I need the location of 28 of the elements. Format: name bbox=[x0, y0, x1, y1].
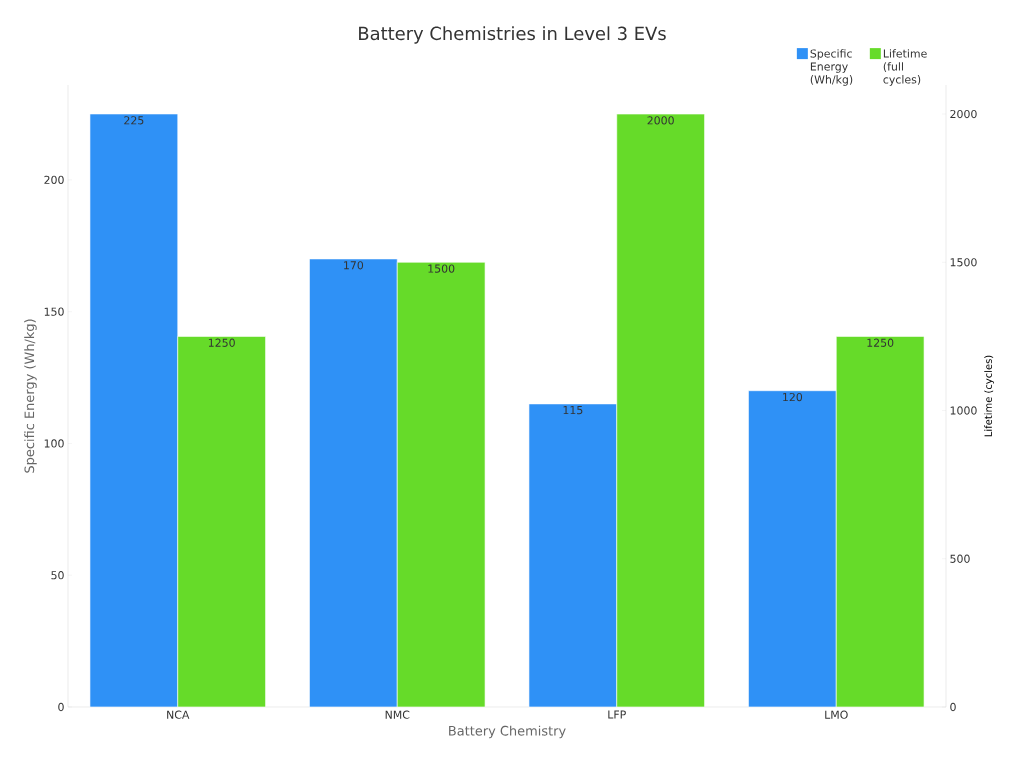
x-tick-label: NCA bbox=[167, 710, 190, 719]
data-label: 225 bbox=[124, 116, 144, 125]
x-axis-title: Battery Chemistry bbox=[449, 725, 566, 739]
x-tick-label: NMC bbox=[385, 710, 410, 719]
y2-tick-label: 1500 bbox=[950, 258, 977, 267]
y-tick-label: 0 bbox=[58, 702, 64, 712]
data-label: 1250 bbox=[208, 338, 235, 347]
data-label: 2000 bbox=[647, 116, 674, 125]
y-tick-label: 200 bbox=[44, 175, 64, 185]
y2-tick-label: 0 bbox=[950, 702, 956, 712]
y2-tick-label: 500 bbox=[950, 554, 970, 563]
y2-axis-title: Lifetime (cycles) bbox=[984, 355, 994, 437]
data-label: 1250 bbox=[867, 338, 894, 347]
chart-title: Battery Chemistries in Level 3 EVs bbox=[359, 26, 666, 44]
data-label: 120 bbox=[783, 392, 803, 402]
y-tick-label: 100 bbox=[44, 439, 64, 448]
y2-tick-label: 1000 bbox=[950, 406, 977, 415]
y-axis-title: Specific Energy (Wh/kg) bbox=[24, 319, 37, 473]
x-tick-label: LMO bbox=[825, 710, 848, 719]
data-label: 1500 bbox=[428, 264, 455, 273]
data-label: 170 bbox=[344, 261, 364, 270]
x-tick-label: LFP bbox=[608, 710, 626, 719]
legend-label: Lifetime (full cycles) bbox=[883, 49, 927, 86]
data-label: 115 bbox=[563, 406, 583, 415]
legend-label: Specific Energy (Wh/kg) bbox=[810, 49, 853, 86]
y-tick-label: 150 bbox=[44, 307, 64, 316]
y-tick-label: 50 bbox=[51, 571, 64, 580]
y2-tick-label: 2000 bbox=[950, 109, 977, 119]
